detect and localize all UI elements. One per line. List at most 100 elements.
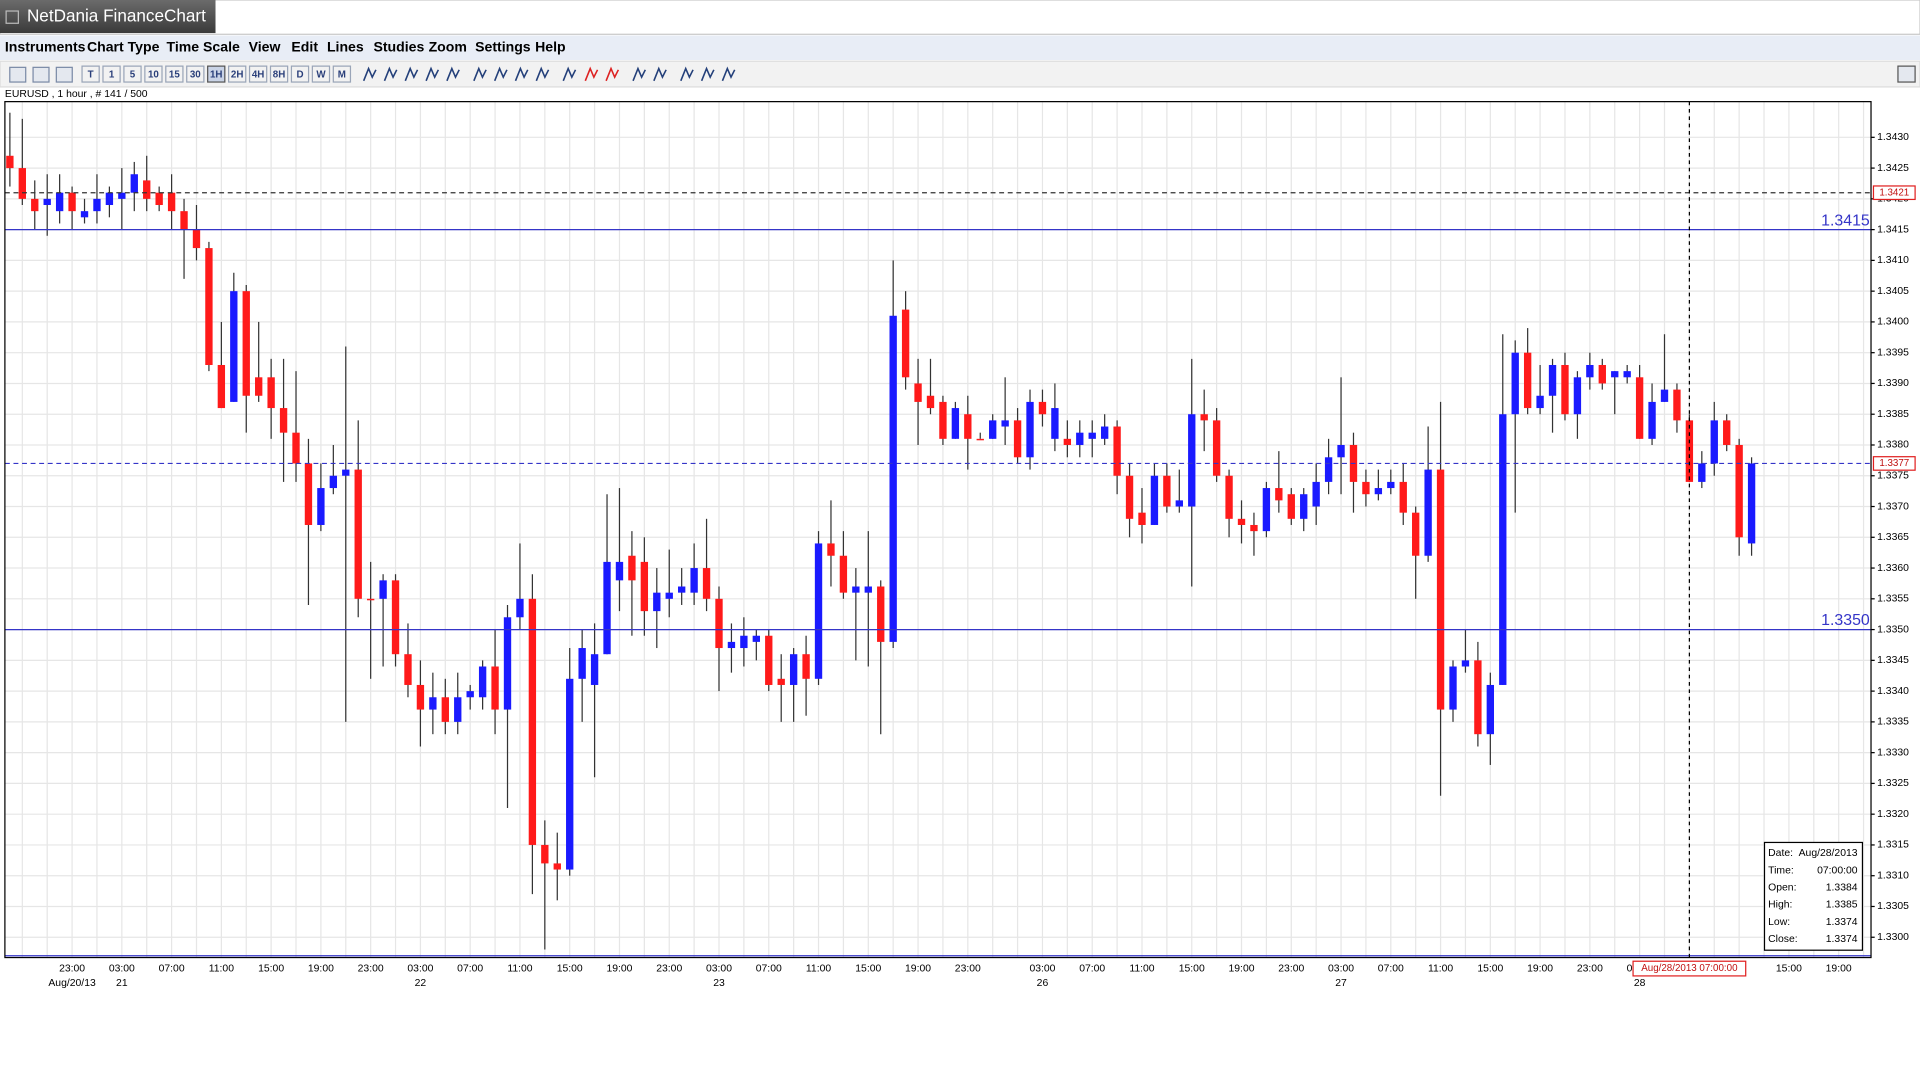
candle-body	[1051, 408, 1059, 439]
menu-item[interactable]: Time Scale	[167, 38, 240, 54]
timescale-button[interactable]	[332, 65, 352, 83]
tool-icon[interactable]	[383, 66, 398, 82]
tooltip-label: Open:	[1768, 883, 1796, 894]
tool-icon[interactable]	[446, 66, 460, 82]
tool-icon[interactable]	[9, 66, 27, 83]
tool-icon[interactable]	[404, 66, 419, 82]
timescale-button[interactable]	[102, 65, 121, 83]
timescale-label[interactable]: 10	[148, 69, 159, 80]
menu-item[interactable]: Help	[535, 38, 566, 54]
tool-icon[interactable]	[535, 66, 550, 82]
menu-item[interactable]: Zoom	[429, 38, 467, 54]
tool-icon[interactable]	[425, 66, 440, 82]
x-tick-label: 23:00	[1577, 963, 1603, 974]
tool-icon[interactable]	[562, 66, 577, 82]
candle-body	[1100, 426, 1109, 439]
x-tick-label: 19:00	[1826, 963, 1852, 974]
timescale-label[interactable]: T	[88, 69, 94, 80]
tooltip-value: Aug/28/2013	[1799, 848, 1858, 859]
candle-body	[740, 635, 748, 649]
candle-body	[603, 561, 611, 655]
timescale-button[interactable]	[227, 65, 247, 83]
menu-item[interactable]: View	[249, 38, 281, 54]
timescale-button[interactable]	[186, 65, 205, 83]
candle-body	[1648, 401, 1656, 439]
candle-body	[1275, 488, 1283, 501]
y-tick-label: 1.3430	[1877, 132, 1909, 143]
candle-body	[1635, 377, 1644, 439]
candle-body	[578, 648, 586, 679]
candle-body	[18, 168, 26, 199]
timescale-label[interactable]: D	[296, 69, 303, 80]
menu-item[interactable]: Instruments	[5, 38, 86, 54]
tool-icon[interactable]	[362, 66, 377, 82]
menu-item[interactable]: Edit	[291, 38, 318, 54]
timescale-label[interactable]: 2H	[231, 69, 244, 80]
candle-body	[441, 697, 449, 722]
tool-icon[interactable]	[473, 66, 487, 82]
timescale-button[interactable]	[165, 65, 184, 83]
candle-body	[342, 469, 350, 476]
tool-icon[interactable]	[1897, 65, 1916, 83]
timescale-button[interactable]	[81, 65, 100, 83]
tool-icon[interactable]	[55, 66, 73, 83]
timescale-label[interactable]: 5	[130, 69, 136, 80]
tool-icon[interactable]	[32, 66, 50, 83]
menu-item[interactable]: Lines	[327, 38, 364, 54]
candle-body	[478, 666, 487, 698]
plot-background	[4, 101, 1872, 958]
menu-item[interactable]: Studies	[373, 38, 424, 54]
y-tick-label: 1.3385	[1877, 409, 1909, 420]
timescale-label[interactable]: 4H	[252, 69, 265, 80]
timescale-button[interactable]	[207, 65, 226, 83]
candle-body	[391, 580, 400, 655]
tool-icon[interactable]	[653, 66, 667, 82]
candle-body	[914, 383, 922, 402]
candle-body	[1026, 401, 1034, 458]
timescale-label[interactable]: W	[316, 69, 326, 80]
candle-body	[55, 192, 64, 212]
crosshair-axis-label: Aug/28/2013 07:00:00	[1641, 963, 1738, 974]
y-tick-label: 1.3310	[1877, 870, 1909, 881]
candle-body	[752, 635, 760, 642]
candle-body	[1710, 420, 1718, 464]
candle-body	[1300, 494, 1308, 519]
candle-body	[553, 863, 561, 870]
x-tick-label: 23:00	[59, 963, 85, 974]
y-tick-label: 1.3370	[1877, 501, 1909, 512]
timescale-label[interactable]: 30	[190, 69, 201, 80]
candle-body	[192, 229, 201, 249]
tool-icon[interactable]	[493, 66, 508, 82]
tool-icon[interactable]	[680, 66, 694, 82]
y-tick-label: 1.3345	[1877, 655, 1909, 666]
timescale-button[interactable]	[290, 65, 310, 83]
menu-item[interactable]: Settings	[475, 38, 531, 54]
timescale-button[interactable]	[123, 65, 142, 83]
candle-body	[230, 291, 238, 402]
timescale-button[interactable]	[248, 65, 268, 83]
candle-body	[1212, 420, 1221, 476]
timescale-button[interactable]	[311, 65, 331, 83]
timescale-label[interactable]: M	[338, 69, 346, 80]
timescale-label[interactable]: 8H	[273, 69, 286, 80]
tool-icon[interactable]	[584, 66, 599, 82]
candle-body	[640, 561, 649, 612]
tool-icon[interactable]	[721, 66, 736, 82]
candle-body	[1038, 401, 1047, 415]
timescale-label[interactable]: 15	[169, 69, 180, 80]
x-tick-label: 03:00	[407, 963, 433, 974]
tool-icon[interactable]	[632, 66, 647, 82]
candle-body	[777, 678, 785, 685]
x-tick-label: 19:00	[308, 963, 334, 974]
menu-item[interactable]: Chart Type	[87, 38, 160, 54]
timescale-button[interactable]	[269, 65, 289, 83]
timescale-label[interactable]: 1	[109, 69, 115, 80]
candle-body	[93, 198, 101, 212]
tool-icon[interactable]	[514, 66, 529, 82]
timescale-button[interactable]	[144, 65, 163, 83]
tool-icon[interactable]	[605, 66, 620, 82]
tool-icon[interactable]	[700, 66, 715, 82]
candle-body	[1001, 420, 1009, 427]
timescale-label[interactable]: 1H	[210, 69, 223, 80]
